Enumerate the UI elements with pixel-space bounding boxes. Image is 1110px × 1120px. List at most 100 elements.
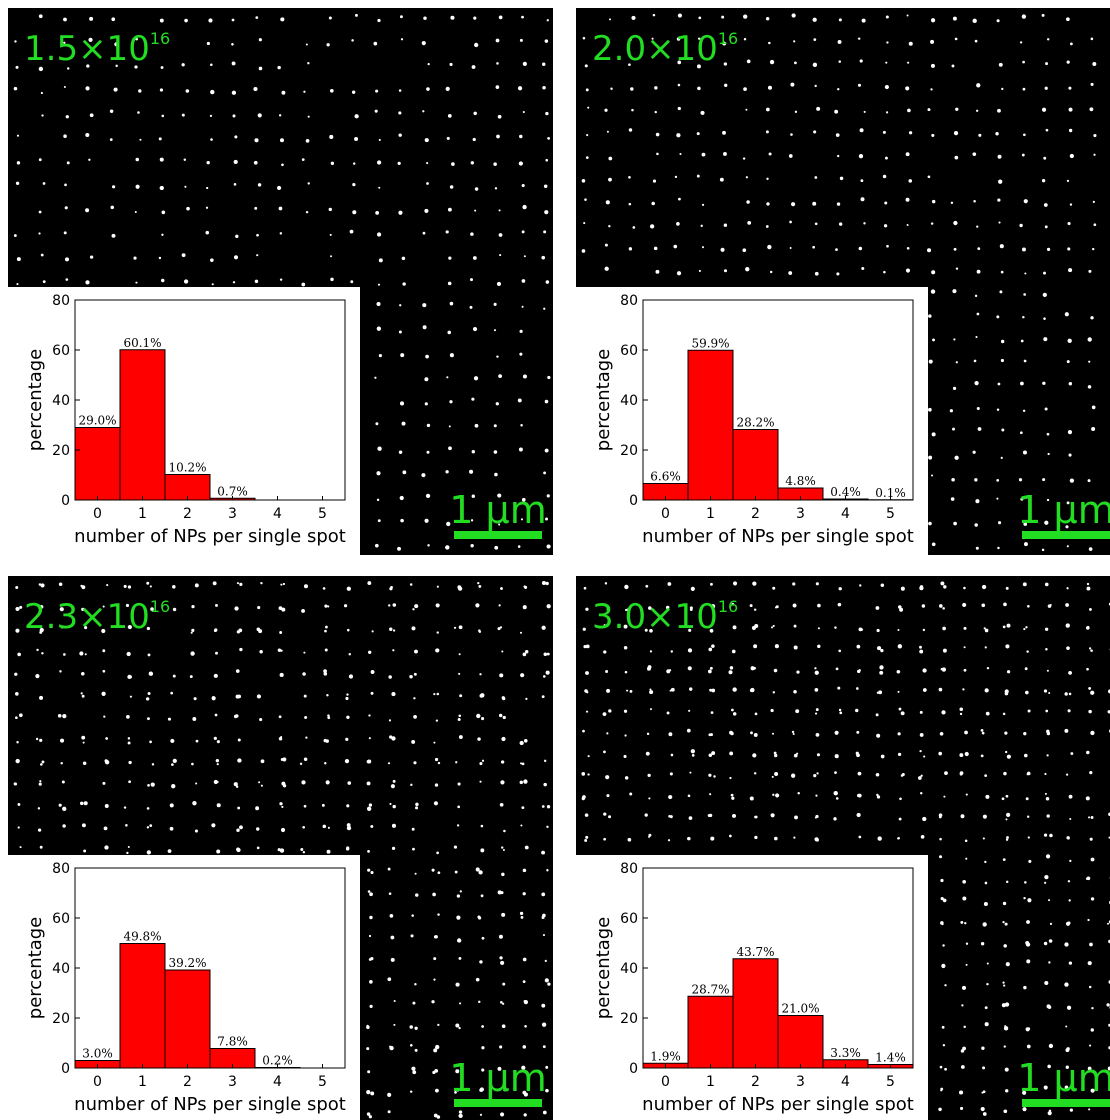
dot — [953, 521, 957, 526]
dot — [352, 162, 356, 165]
dot — [949, 409, 953, 413]
dot — [767, 244, 772, 250]
dot — [425, 354, 429, 359]
dot — [1089, 107, 1094, 112]
dot — [837, 602, 842, 607]
dot — [815, 582, 819, 586]
dot — [257, 183, 262, 187]
dot — [494, 472, 498, 477]
dot — [399, 15, 403, 19]
dot — [453, 845, 458, 849]
dot — [667, 582, 672, 586]
dot — [930, 18, 936, 23]
dot — [1065, 773, 1069, 776]
dot — [835, 248, 838, 251]
dot — [686, 728, 691, 733]
dot — [996, 408, 1000, 411]
dot — [835, 133, 840, 137]
y-tick-label: 40 — [52, 961, 70, 977]
dot — [623, 754, 627, 759]
y-axis-title: percentage — [593, 917, 614, 1019]
dot — [1041, 178, 1046, 183]
dot — [519, 911, 524, 916]
dot — [897, 644, 903, 649]
dot — [15, 716, 18, 720]
dot — [378, 354, 383, 358]
dot — [836, 202, 841, 206]
y-axis-title: percentage — [25, 349, 46, 451]
dot — [965, 793, 968, 796]
dot — [81, 671, 85, 676]
dot — [158, 256, 162, 260]
dot — [414, 1026, 418, 1030]
dot — [952, 289, 957, 294]
dot — [503, 1088, 506, 1092]
dot — [723, 269, 728, 273]
dot — [238, 628, 243, 633]
dot — [278, 206, 283, 211]
dot — [1023, 985, 1027, 990]
dot — [857, 793, 861, 798]
dot — [541, 625, 546, 630]
value-label: 3.0% — [82, 1047, 113, 1061]
dot — [769, 59, 775, 65]
dot — [181, 113, 185, 117]
dot — [259, 649, 263, 654]
dot — [960, 814, 965, 819]
dot — [279, 672, 284, 678]
dot — [519, 780, 524, 785]
dot — [940, 878, 944, 883]
dot — [1046, 669, 1049, 672]
dot — [1044, 980, 1049, 986]
dot — [160, 66, 164, 69]
dot — [170, 691, 174, 695]
dot — [343, 604, 348, 608]
dot — [481, 717, 485, 721]
dot — [520, 518, 524, 521]
dot — [497, 890, 502, 895]
x-tick-label: 2 — [751, 506, 760, 522]
dot — [255, 806, 260, 811]
dot — [542, 1110, 547, 1115]
dot — [963, 646, 966, 649]
dot — [422, 110, 425, 113]
dot — [608, 18, 612, 21]
dot — [944, 984, 947, 987]
dot — [541, 915, 545, 919]
dot — [58, 582, 63, 586]
y-tick-label: 60 — [620, 343, 638, 359]
dot — [127, 741, 131, 745]
dot — [651, 37, 654, 40]
dot — [836, 272, 840, 276]
dot — [1049, 604, 1052, 607]
dot — [898, 707, 902, 711]
dot — [585, 835, 589, 839]
dot — [547, 375, 551, 380]
dot — [743, 14, 748, 19]
value-label: 43.7% — [736, 945, 774, 959]
dot — [40, 91, 43, 95]
dot — [501, 1024, 506, 1029]
dot — [544, 978, 549, 983]
dot — [859, 59, 863, 63]
dot — [79, 651, 84, 656]
dot — [412, 608, 415, 611]
dot — [16, 283, 19, 286]
dot — [184, 18, 188, 23]
dot — [328, 16, 332, 20]
dot — [376, 471, 381, 476]
dot — [88, 158, 91, 161]
x-tick-label: 5 — [886, 1074, 895, 1090]
dot — [498, 233, 503, 237]
dot — [960, 1106, 964, 1110]
dot — [445, 230, 449, 234]
dot — [838, 587, 842, 591]
dot — [546, 825, 549, 828]
dot — [84, 653, 87, 656]
dot — [585, 671, 589, 675]
dot — [299, 762, 303, 766]
dot — [183, 279, 189, 284]
dot — [63, 41, 66, 44]
dot — [477, 737, 481, 741]
